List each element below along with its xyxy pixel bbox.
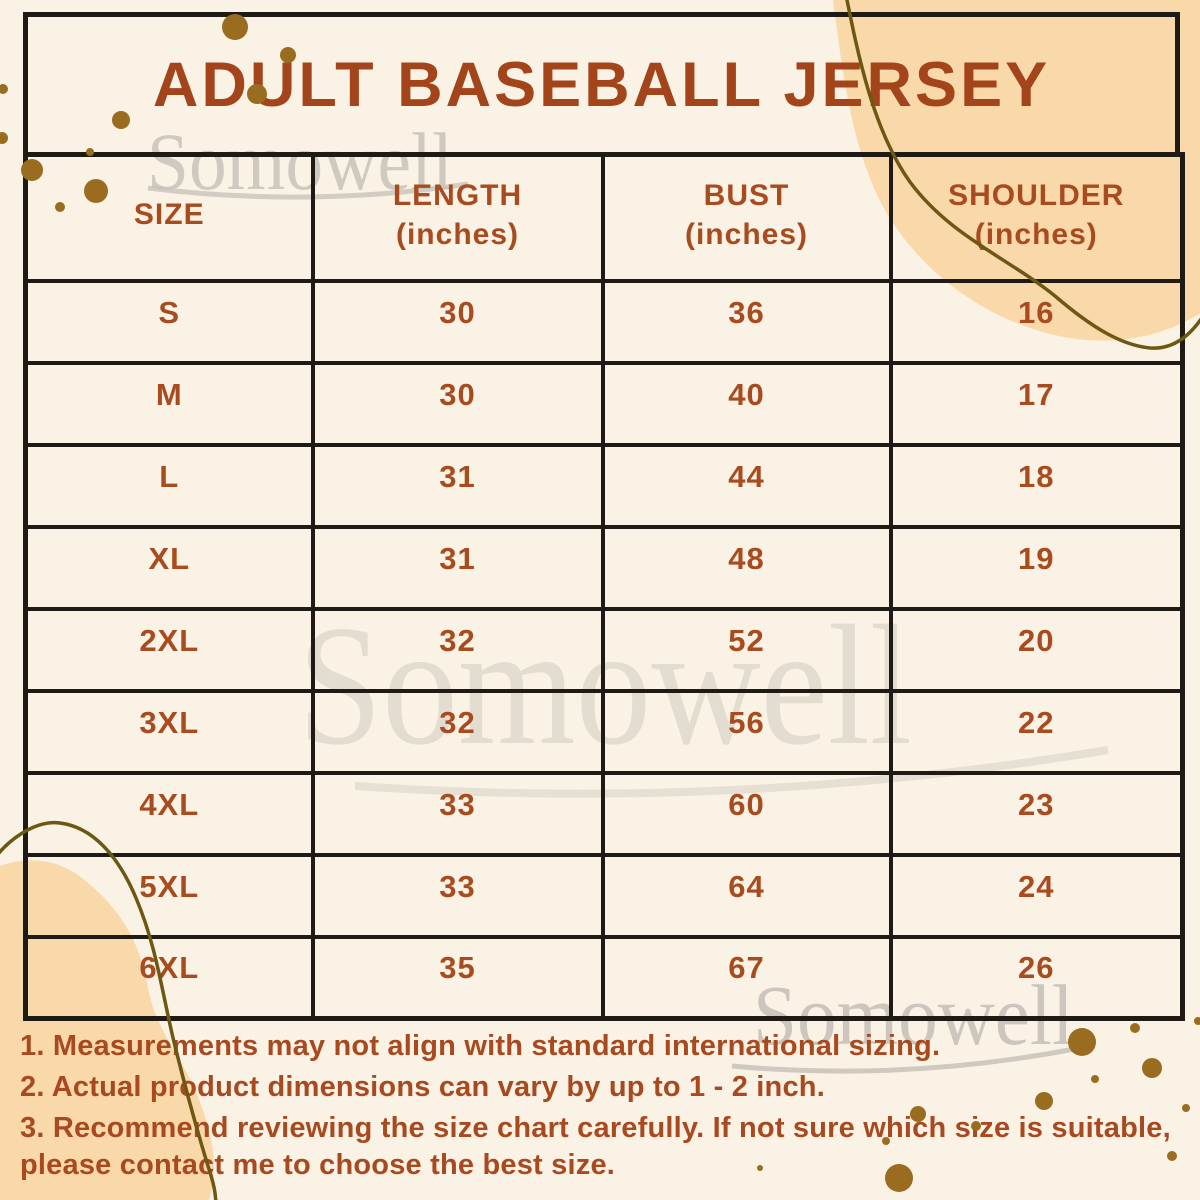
size-cell: 6XL	[23, 934, 315, 1021]
bust-cell: 40	[600, 360, 893, 447]
size-cell: S	[23, 278, 315, 365]
col-header-label: LENGTH	[392, 178, 523, 212]
col-header-label: BUST	[703, 178, 790, 212]
size-cell: M	[23, 360, 315, 447]
length-cell: 33	[310, 770, 605, 857]
page-title: ADULT BASEBALL JERSEY	[152, 49, 1051, 120]
bust-cell: 56	[600, 688, 893, 775]
table-row: 4XL 33 60 23	[23, 770, 1185, 857]
bust-cell: 48	[600, 524, 893, 611]
size-table-header: SIZE LENGTH (inches) BUST (inches) SHOUL…	[23, 152, 1185, 283]
bust-cell: 64	[600, 852, 893, 939]
table-row: 2XL 32 52 20	[23, 606, 1185, 693]
length-cell: 30	[310, 360, 605, 447]
col-header-label: SIZE	[133, 198, 205, 232]
col-header-shoulder: SHOULDER (inches)	[888, 152, 1185, 283]
col-header-length: LENGTH (inches)	[310, 152, 605, 283]
notes: 1. Measurements may not align with stand…	[20, 1028, 1192, 1188]
table-row: 3XL 32 56 22	[23, 688, 1185, 775]
col-header-size: SIZE	[23, 152, 315, 283]
shoulder-cell: 23	[888, 770, 1185, 857]
size-cell: 3XL	[23, 688, 315, 775]
shoulder-cell: 20	[888, 606, 1185, 693]
length-cell: 32	[310, 688, 605, 775]
col-header-unit: (inches)	[974, 217, 1098, 251]
table-row: L 31 44 18	[23, 442, 1185, 529]
table-row: 6XL 35 67 26	[23, 934, 1185, 1021]
size-cell: L	[23, 442, 315, 529]
col-header-bust: BUST (inches)	[600, 152, 893, 283]
table-row: S 30 36 16	[23, 278, 1185, 365]
bust-cell: 44	[600, 442, 893, 529]
shoulder-cell: 17	[888, 360, 1185, 447]
table-row: XL 31 48 19	[23, 524, 1185, 611]
table-row: 5XL 33 64 24	[23, 852, 1185, 939]
bust-cell: 36	[600, 278, 893, 365]
bust-cell: 52	[600, 606, 893, 693]
length-cell: 31	[310, 524, 605, 611]
length-cell: 30	[310, 278, 605, 365]
shoulder-cell: 18	[888, 442, 1185, 529]
size-cell: XL	[23, 524, 315, 611]
size-cell: 5XL	[23, 852, 315, 939]
shoulder-cell: 19	[888, 524, 1185, 611]
shoulder-cell: 24	[888, 852, 1185, 939]
length-cell: 31	[310, 442, 605, 529]
length-cell: 32	[310, 606, 605, 693]
size-table: SIZE LENGTH (inches) BUST (inches) SHOUL…	[23, 152, 1185, 1021]
note-2: 2. Actual product dimensions can vary by…	[20, 1071, 825, 1103]
shoulder-cell: 22	[888, 688, 1185, 775]
length-cell: 33	[310, 852, 605, 939]
size-cell: 4XL	[23, 770, 315, 857]
shoulder-cell: 16	[888, 278, 1185, 365]
note-1: 1. Measurements may not align with stand…	[20, 1030, 941, 1062]
col-header-unit: (inches)	[684, 217, 809, 251]
size-table-body: S 30 36 16 M 30 40 17 L 31 44 18 XL 31 48 19 2XL 32 52 20 3X…	[23, 278, 1185, 1021]
title-box: ADULT BASEBALL JERSEY	[23, 12, 1180, 152]
col-header-unit: (inches)	[395, 217, 520, 251]
note-3: 3. Recommend reviewing the size chart ca…	[20, 1112, 1171, 1181]
table-row: M 30 40 17	[23, 360, 1185, 447]
length-cell: 35	[310, 934, 605, 1021]
bust-cell: 67	[600, 934, 893, 1021]
size-cell: 2XL	[23, 606, 315, 693]
shoulder-cell: 26	[888, 934, 1185, 1021]
col-header-label: SHOULDER	[948, 178, 1125, 212]
bust-cell: 60	[600, 770, 893, 857]
